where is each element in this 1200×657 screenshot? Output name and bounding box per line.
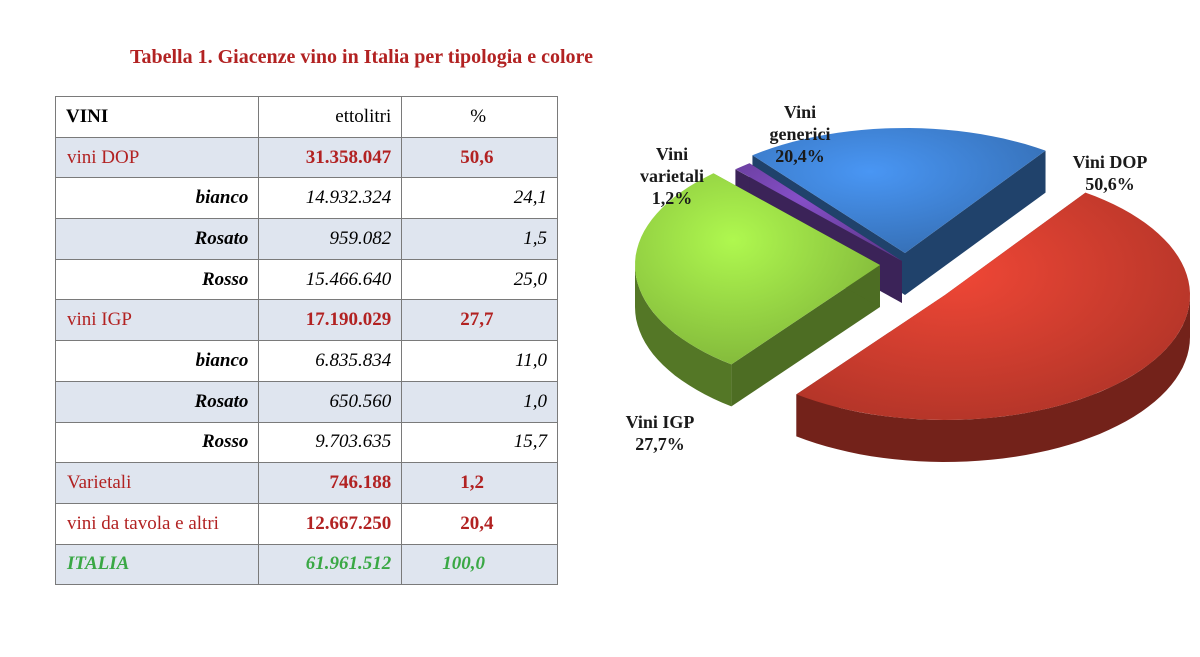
- pie-label-line: 50,6%: [1085, 174, 1135, 194]
- table-row: Rosso 9.703.635 15,7: [54, 421, 558, 464]
- pie-label-line: Vini DOP: [1073, 152, 1148, 172]
- pie-label-line: 27,7%: [635, 434, 685, 454]
- row-hectoliters: 12.667.250: [258, 502, 403, 545]
- pie-slice-vini-dop: [796, 192, 1190, 462]
- pie-slice-top: [635, 173, 880, 365]
- pie-slice-side-wall: [905, 150, 1046, 295]
- table-title: Tabella 1. Giacenze vino in Italia per t…: [130, 46, 593, 68]
- pie-label-vini-generici: Vini generici 20,4%: [770, 102, 831, 166]
- row-percent: 11,0: [401, 340, 558, 382]
- wine-stock-table: VINI ettolitri % vini DOP 31.358.047 50,…: [54, 96, 558, 586]
- pie-label-line: generici: [770, 124, 831, 144]
- row-hectoliters: 650.560: [258, 380, 403, 423]
- row-hectoliters: 14.932.324: [258, 177, 403, 220]
- pie-label-line: Vini: [784, 102, 816, 122]
- row-percent: 25,0: [401, 258, 558, 301]
- header-percent: %: [401, 96, 558, 138]
- total-hectoliters: 61.961.512: [258, 543, 403, 586]
- row-percent: 50,6: [401, 136, 558, 179]
- row-hectoliters: 9.703.635: [258, 421, 403, 464]
- row-percent: 24,1: [401, 177, 558, 220]
- pie-label-vini-dop: Vini DOP 50,6%: [1073, 152, 1148, 194]
- pie-label-line: Vini: [656, 144, 688, 164]
- row-label: Rosato: [54, 218, 260, 260]
- row-percent: 1,0: [401, 380, 558, 423]
- row-label: vini IGP: [54, 299, 260, 342]
- table-row: Rosso 15.466.640 25,0: [54, 258, 558, 301]
- pie-label-line: 20,4%: [775, 146, 825, 166]
- table-row-total: ITALIA 61.961.512 100,0: [54, 543, 558, 586]
- table-row: bianco 6.835.834 11,0: [54, 340, 558, 382]
- pie-label-vini-igp: Vini IGP 27,7%: [626, 412, 695, 454]
- row-label: Varietali: [54, 462, 260, 504]
- row-percent: 1,2: [401, 462, 558, 504]
- row-hectoliters: 959.082: [258, 218, 403, 260]
- row-label: Rosato: [54, 380, 260, 423]
- row-label: Rosso: [54, 258, 260, 301]
- pie-slice-outer-wall: [635, 265, 732, 407]
- row-percent: 20,4: [401, 502, 558, 545]
- pie-slice-top: [752, 128, 1046, 253]
- total-label: ITALIA: [54, 543, 260, 586]
- table-row: Rosato 959.082 1,5: [54, 218, 558, 260]
- row-hectoliters: 17.190.029: [258, 299, 403, 342]
- pie-slice-vini-igp: [635, 173, 880, 407]
- row-label: bianco: [54, 177, 260, 220]
- pie-slice-outer-wall: [796, 295, 1190, 462]
- table-row: bianco 14.932.324 24,1: [54, 177, 558, 220]
- row-label: Rosso: [54, 421, 260, 464]
- pie-label-line: Vini IGP: [626, 412, 695, 432]
- row-hectoliters: 31.358.047: [258, 136, 403, 179]
- row-label: vini DOP: [54, 136, 260, 179]
- row-percent: 27,7: [401, 299, 558, 342]
- row-hectoliters: 15.466.640: [258, 258, 403, 301]
- row-label: vini da tavola e altri: [54, 502, 260, 545]
- pie-label-line: 1,2%: [652, 188, 693, 208]
- pie-slice-top: [735, 163, 902, 261]
- table-row: Varietali 746.188 1,2: [54, 462, 558, 504]
- total-percent: 100,0: [401, 543, 558, 586]
- wine-stock-pie-chart: Vini DOP 50,6%Vini IGP 27,7%Vini varietali 1…: [626, 102, 1190, 462]
- row-percent: 1,5: [401, 218, 558, 260]
- table-row: vini da tavola e altri 12.667.250 20,4: [54, 502, 558, 545]
- header-ettolitri: ettolitri: [258, 96, 403, 138]
- table-header-row: VINI ettolitri %: [54, 96, 558, 138]
- table-row: vini IGP 17.190.029 27,7: [54, 299, 558, 342]
- pie-label-vini-varietali: Vini varietali 1,2%: [640, 144, 704, 208]
- row-label: bianco: [54, 340, 260, 382]
- table-row: vini DOP 31.358.047 50,6: [54, 136, 558, 179]
- pie-label-line: varietali: [640, 166, 704, 186]
- pie-slice-side-wall: [731, 265, 880, 407]
- row-hectoliters: 6.835.834: [258, 340, 403, 382]
- row-percent: 15,7: [401, 421, 558, 464]
- header-vini: VINI: [54, 96, 260, 138]
- row-hectoliters: 746.188: [258, 462, 403, 504]
- table-row: Rosato 650.560 1,0: [54, 380, 558, 423]
- pie-slice-top: [796, 192, 1190, 420]
